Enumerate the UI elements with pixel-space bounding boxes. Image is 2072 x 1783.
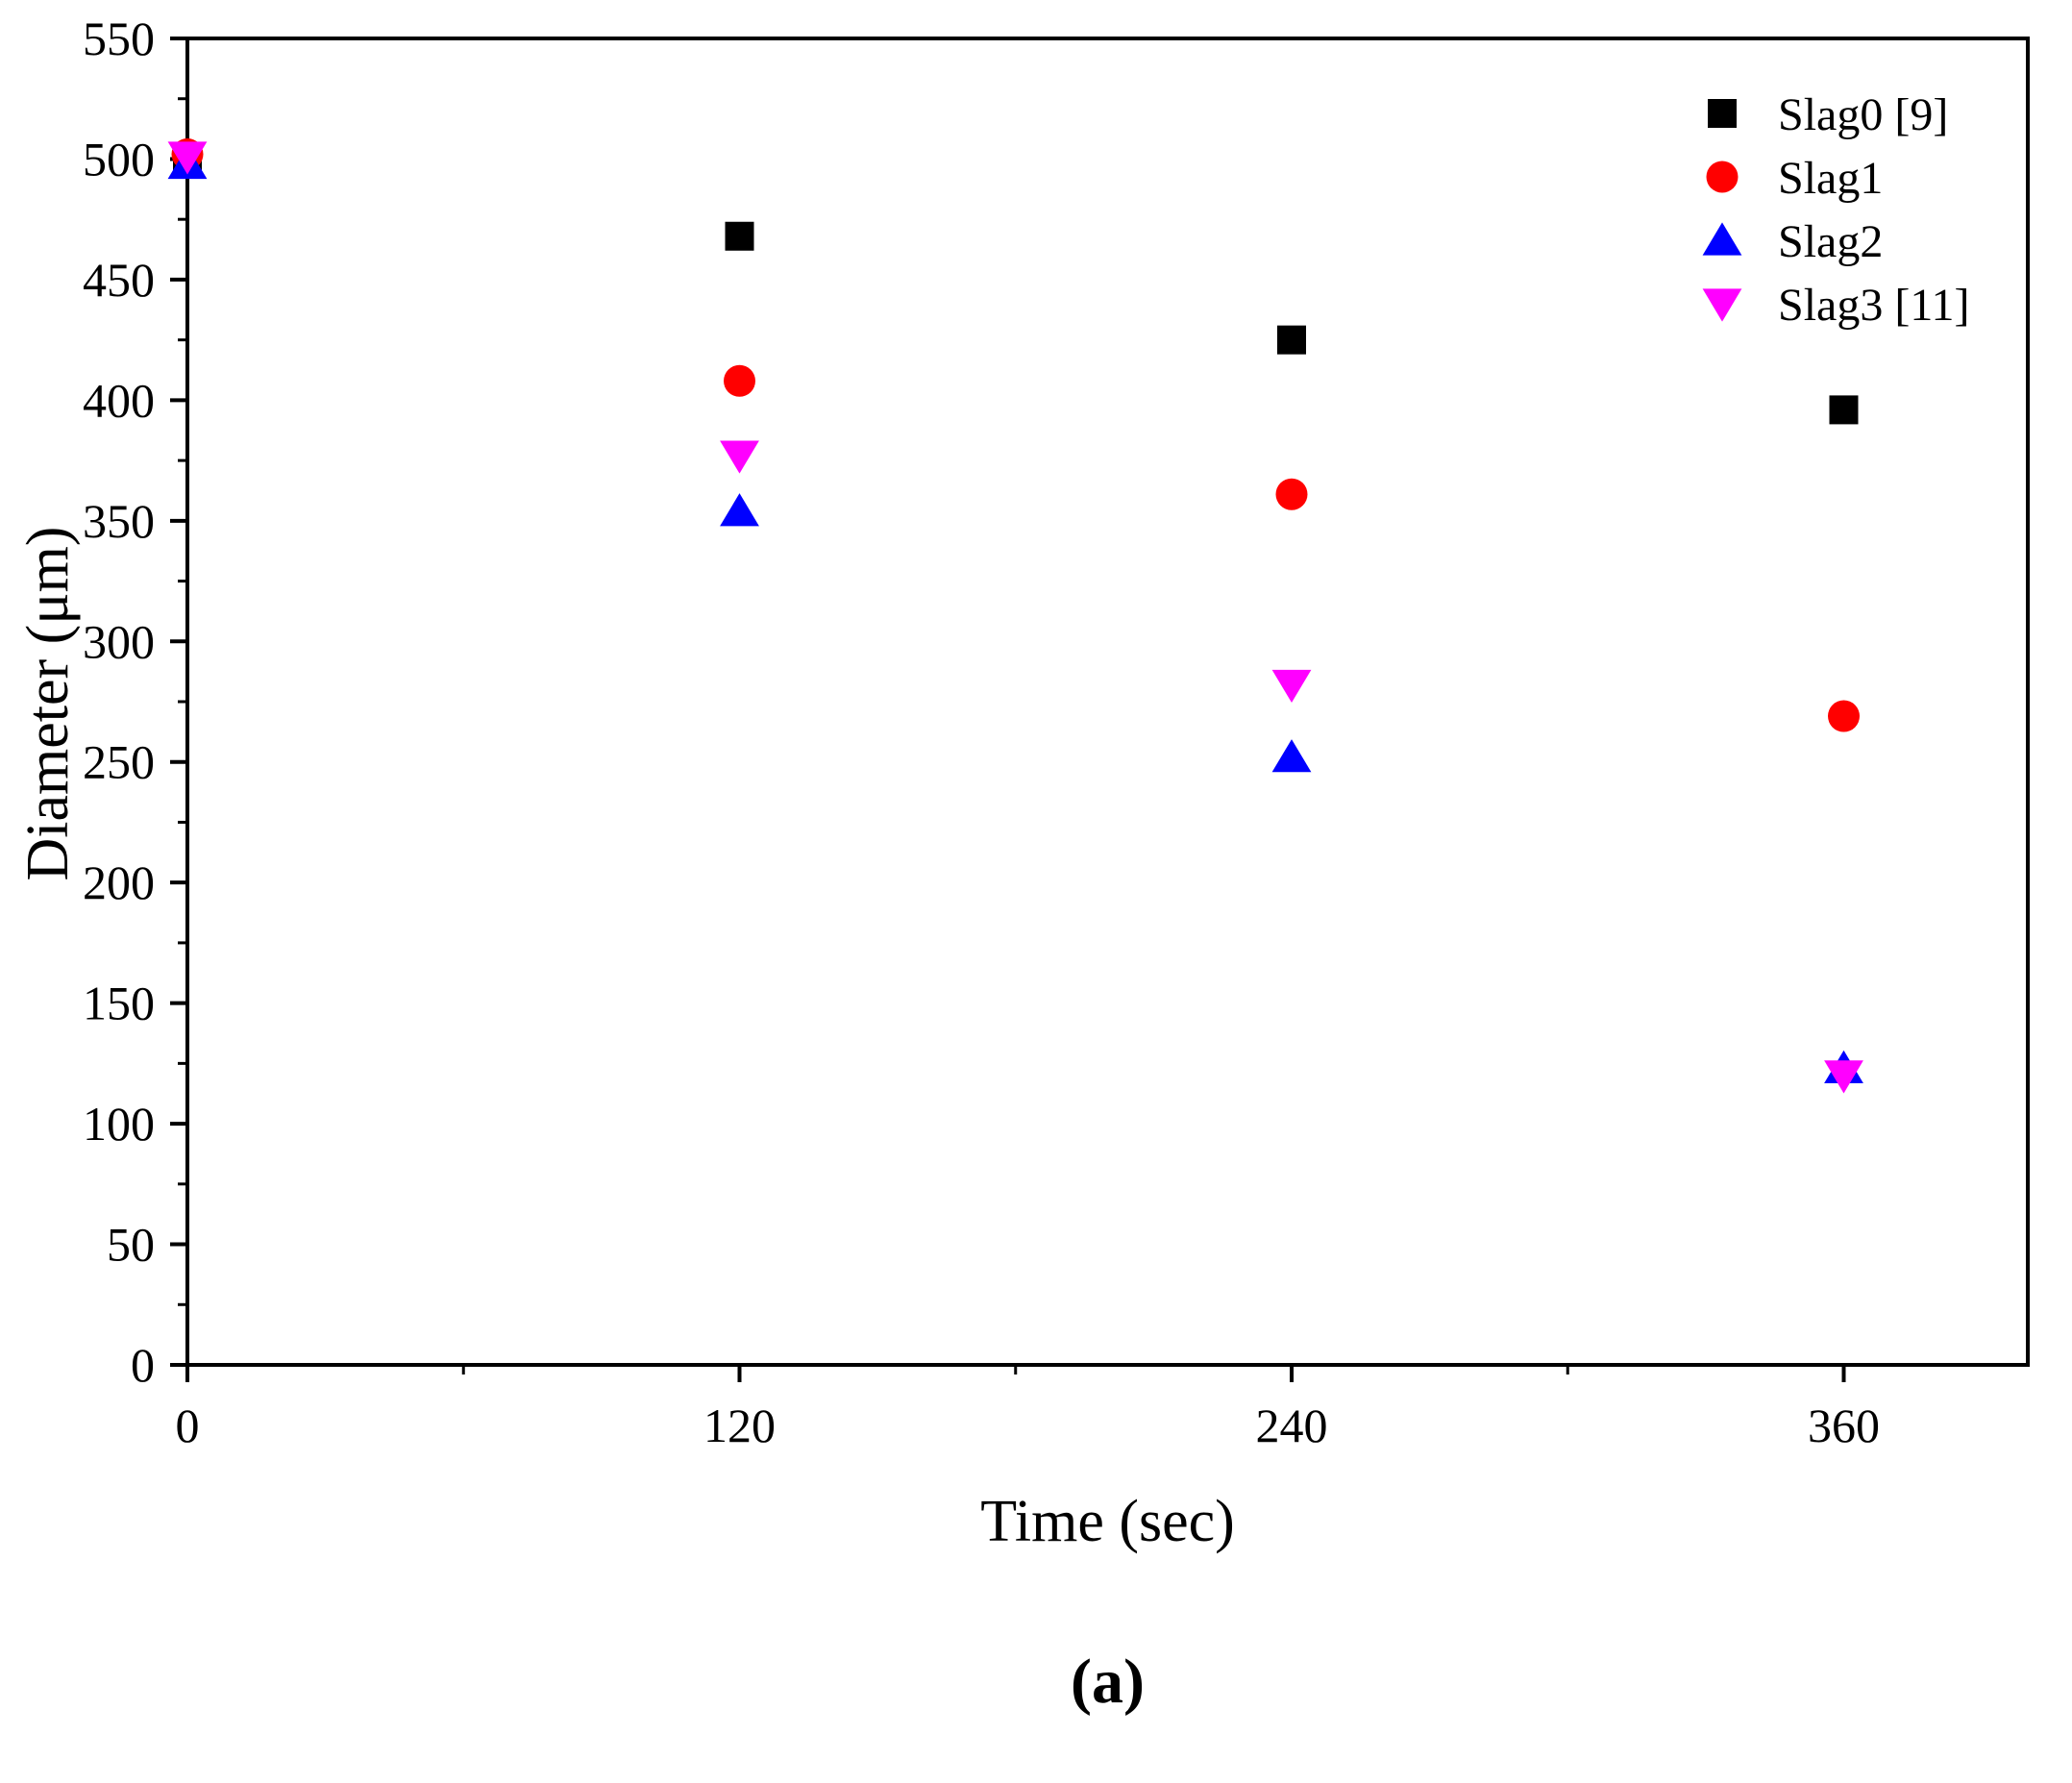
series-slag2 — [167, 145, 1863, 1083]
plot-frame — [185, 37, 2030, 1367]
y-tick-label: 500 — [83, 132, 155, 186]
circle-icon — [1706, 161, 1739, 193]
y-tick-label: 550 — [83, 12, 155, 65]
y-tick-label: 50 — [107, 1218, 155, 1272]
x-tick-label: 360 — [1808, 1399, 1880, 1452]
x-axis-label: Time (sec) — [980, 1489, 1235, 1554]
y-tick-label: 450 — [83, 253, 155, 307]
series-slag1 — [171, 137, 1860, 732]
square-icon — [1708, 99, 1737, 128]
scatter-chart: 0 50 100 150 200 250 300 350 400 450 500 550 0 120 240… — [83, 12, 2030, 1452]
legend-item: Slag3 [11] — [1702, 280, 1970, 331]
x-tick-label: 0 — [176, 1399, 200, 1452]
triangle-down-marker — [1271, 669, 1312, 704]
series-slag0-9 — [173, 144, 1859, 425]
square-marker — [1829, 395, 1859, 425]
triangle-up-marker — [1271, 739, 1312, 773]
figure-caption: (a) — [1071, 1647, 1145, 1717]
legend-label: Slag0 [9] — [1778, 89, 1948, 140]
circle-marker — [1828, 700, 1860, 732]
series-slag3-11 — [167, 141, 1863, 1094]
circle-marker — [724, 364, 755, 397]
y-tick-label: 200 — [83, 855, 155, 909]
legend-label: Slag2 — [1778, 216, 1883, 267]
y-tick-label: 350 — [83, 494, 155, 548]
y-tick-label: 0 — [131, 1338, 155, 1392]
y-axis-label: Diameter (μm) — [15, 526, 81, 881]
x-tick-label: 240 — [1256, 1399, 1328, 1452]
y-tick-label: 300 — [83, 614, 155, 668]
triangle-down-marker — [167, 141, 208, 175]
legend-item: Slag0 [9] — [1708, 89, 1948, 140]
circle-marker — [1275, 478, 1308, 510]
y-tick-label: 400 — [83, 373, 155, 427]
legend-item: Slag1 — [1706, 153, 1883, 204]
y-tick-label: 100 — [83, 1097, 155, 1151]
legend-label: Slag3 [11] — [1778, 280, 1970, 331]
square-marker — [725, 221, 754, 251]
legend-label: Slag1 — [1778, 153, 1883, 204]
triangle-down-marker — [720, 440, 759, 474]
square-marker — [1277, 325, 1306, 355]
legend-item: Slag2 — [1702, 216, 1883, 267]
y-tick-label: 150 — [83, 977, 155, 1030]
triangle-down-marker — [1824, 1060, 1863, 1094]
y-tick-label: 250 — [83, 735, 155, 789]
x-tick-label: 120 — [703, 1399, 776, 1452]
triangle-down-icon — [1702, 288, 1742, 322]
legend: Slag0 [9] Slag1 Slag2 Slag3 [11] — [1702, 89, 1970, 331]
triangle-up-icon — [1702, 222, 1742, 256]
triangle-up-marker — [720, 493, 759, 527]
